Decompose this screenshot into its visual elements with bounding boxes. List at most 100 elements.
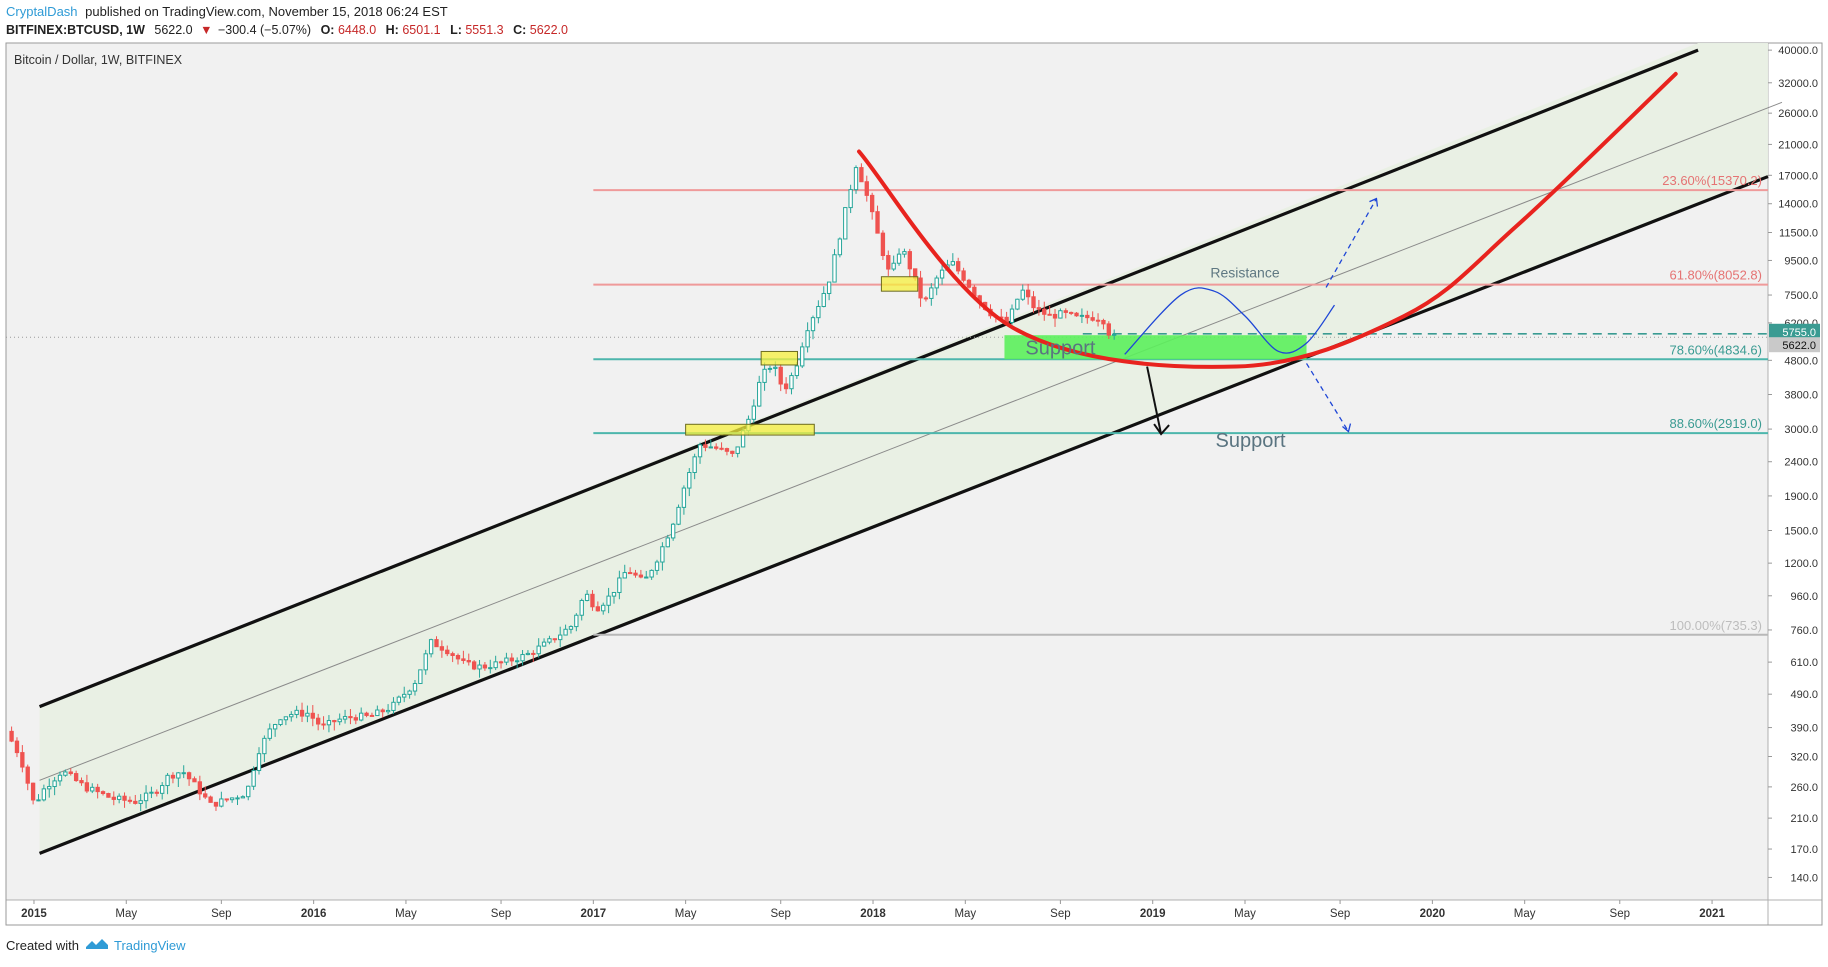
candle-body xyxy=(385,709,391,713)
candle-body xyxy=(149,791,154,794)
candle-body xyxy=(224,798,229,801)
candle-body xyxy=(950,261,956,266)
candle-body xyxy=(1074,312,1079,317)
x-tick-label: 2015 xyxy=(21,908,47,920)
y-tick-label: 210.0 xyxy=(1790,813,1818,825)
y-tick-label: 11500.0 xyxy=(1779,228,1818,240)
candle-body xyxy=(1063,310,1068,313)
down-dashed-arrow-line xyxy=(1305,363,1350,432)
candle-body xyxy=(143,792,149,802)
highlight-box xyxy=(760,350,799,366)
candle-body xyxy=(525,652,531,656)
candle-body xyxy=(213,801,219,807)
candle-body xyxy=(703,444,708,448)
candle-body xyxy=(30,782,36,801)
candle-body xyxy=(380,709,385,713)
candle-body xyxy=(423,653,428,671)
candle-body xyxy=(832,254,837,283)
candle-body xyxy=(552,638,557,641)
candle-body xyxy=(278,719,283,726)
close-label: C: xyxy=(513,23,526,37)
candle-body xyxy=(891,262,896,270)
chart-title: Bitcoin / Dollar, 1W, BITFINEX xyxy=(14,53,183,67)
candle-body xyxy=(181,772,186,775)
candle-body xyxy=(601,604,606,612)
candle-body xyxy=(541,641,547,647)
candle-body xyxy=(332,720,337,723)
candle-body xyxy=(558,634,563,641)
y-tick-label: 1900.0 xyxy=(1784,491,1818,503)
candle-body xyxy=(757,381,762,407)
candle-body xyxy=(515,660,520,663)
candle-body xyxy=(116,795,122,800)
candle-body xyxy=(439,646,445,651)
candle-body xyxy=(665,537,670,548)
candle-body xyxy=(289,713,294,718)
candle-body xyxy=(590,593,595,608)
candle-body xyxy=(520,654,525,662)
y-tick-label: 390.0 xyxy=(1790,723,1818,735)
candle-body xyxy=(1112,333,1117,336)
candle-body xyxy=(197,781,203,795)
author-link[interactable]: CryptalDash xyxy=(6,4,78,19)
y-tick-label: 760.0 xyxy=(1790,625,1818,637)
candle-body xyxy=(9,730,14,742)
candle-body xyxy=(1042,308,1047,315)
candle-body xyxy=(186,772,192,780)
y-tick-label: 17000.0 xyxy=(1778,170,1818,182)
price-label-box xyxy=(1769,323,1820,339)
candle-body xyxy=(36,799,41,802)
candle-body xyxy=(826,281,832,294)
y-tick-label: 21000.0 xyxy=(1778,139,1818,151)
open-value: 6448.0 xyxy=(338,23,376,37)
candle-body xyxy=(622,572,627,579)
candle-body xyxy=(606,595,611,606)
candle-body xyxy=(402,693,407,698)
candle-body xyxy=(961,270,966,281)
candle-body xyxy=(471,661,477,670)
candle-body xyxy=(1068,311,1074,314)
candle-body xyxy=(638,574,644,578)
x-tick-label: 2017 xyxy=(581,908,607,920)
candle-body xyxy=(100,791,106,795)
projection-wave xyxy=(1124,287,1336,355)
candle-body xyxy=(337,718,342,723)
candle-body xyxy=(810,317,816,332)
channel-layer xyxy=(38,43,1783,855)
candle-body xyxy=(418,669,423,684)
candle-body xyxy=(138,800,143,804)
candle-body xyxy=(611,591,617,597)
x-tick-label: 2021 xyxy=(1699,908,1725,920)
y-tick-label: 3000.0 xyxy=(1784,424,1818,436)
candle-body xyxy=(445,649,450,655)
candle-body xyxy=(1031,296,1036,309)
candle-body xyxy=(396,696,402,703)
candle-body xyxy=(246,785,251,798)
candle-body xyxy=(1052,313,1058,319)
tradingview-brand-link[interactable]: TradingView xyxy=(114,938,186,953)
candle-body xyxy=(907,251,912,270)
channel-median-line xyxy=(39,101,1783,781)
y-tick-label: 170.0 xyxy=(1790,844,1818,856)
candle-body xyxy=(939,269,945,279)
y-tick-label: 14000.0 xyxy=(1778,199,1818,211)
x-tick-label: Sep xyxy=(770,908,790,920)
support-label: Support xyxy=(1025,337,1095,359)
candle-body xyxy=(262,737,267,755)
y-tick-label: 490.0 xyxy=(1790,689,1818,701)
candle-body xyxy=(1009,308,1015,323)
candle-body xyxy=(843,207,848,240)
candle-body xyxy=(853,167,859,191)
candle-body xyxy=(256,753,262,772)
candle-body xyxy=(579,599,584,616)
candle-body xyxy=(299,709,305,717)
candle-body xyxy=(751,405,756,420)
x-tick-label: May xyxy=(1234,908,1256,920)
candle-body xyxy=(697,444,703,458)
x-tick-label: 2019 xyxy=(1140,908,1166,920)
candle-body xyxy=(95,786,100,793)
candle-body xyxy=(869,194,875,213)
candle-body xyxy=(348,716,353,719)
y-tick-label: 610.0 xyxy=(1790,657,1818,669)
candle-body xyxy=(584,593,590,601)
